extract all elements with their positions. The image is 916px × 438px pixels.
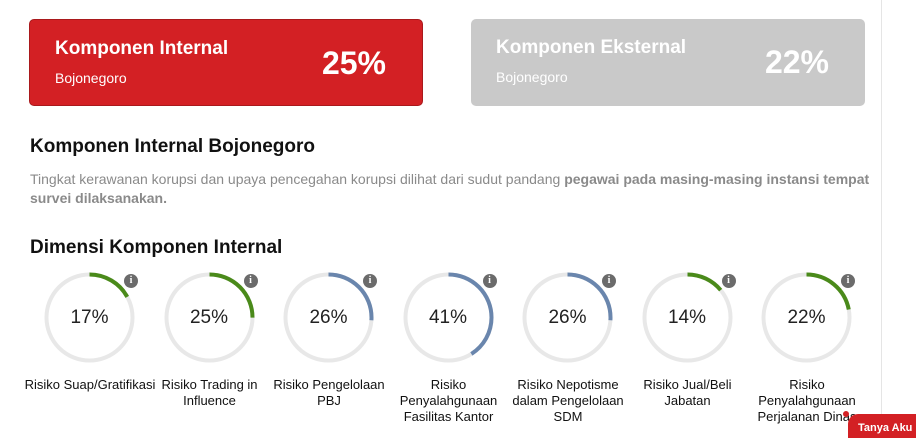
card-komponen-internal[interactable]: Komponen Internal Bojonegoro 25% xyxy=(29,19,423,106)
card-subtitle: Bojonegoro xyxy=(55,70,127,86)
info-icon[interactable]: i xyxy=(243,274,258,288)
card-komponen-eksternal[interactable]: Komponen Eksternal Bojonegoro 22% xyxy=(471,19,865,106)
gauge-ring xyxy=(522,272,613,363)
chat-button[interactable]: Tanya Aku xyxy=(848,414,916,438)
gauge-label: Risiko Pengelolaan PBJ xyxy=(273,377,385,408)
gauge-label: Risiko Jual/Beli Jabatan xyxy=(643,377,732,408)
chat-notification-dot xyxy=(843,411,849,417)
section-description: Tingkat kerawanan korupsi dan upaya penc… xyxy=(30,170,870,208)
card-subtitle: Bojonegoro xyxy=(496,69,568,85)
card-title: Komponen Internal xyxy=(55,38,229,59)
gauge-label: Risiko Trading in Influence xyxy=(161,377,258,408)
gauge-ring xyxy=(403,272,493,363)
card-title: Komponen Eksternal xyxy=(496,37,687,58)
section-title: Komponen Internal Bojonegoro xyxy=(30,136,315,157)
gauge-progress-arc xyxy=(761,272,852,363)
gauge-value: 26% xyxy=(309,307,348,328)
page-right-border xyxy=(881,0,882,434)
info-icon[interactable]: i xyxy=(841,274,855,288)
gauge-ring xyxy=(283,272,374,363)
gauge-value: 26% xyxy=(548,307,587,328)
dimensions-title: Dimensi Komponen Internal xyxy=(30,237,283,258)
gauge-progress-arc xyxy=(522,272,613,363)
gauge-progress-arc xyxy=(403,272,493,363)
gauge-value: 22% xyxy=(787,307,826,328)
gauge-ring xyxy=(164,272,254,363)
gauge-value: 14% xyxy=(667,307,707,328)
gauge-ring xyxy=(642,272,732,363)
gauge-ring xyxy=(761,272,852,363)
gauge-label: Risiko Penyalahgunaan Perjalanan Dinas xyxy=(757,377,857,424)
gauge-value: 25% xyxy=(189,307,229,328)
gauge-progress-arc xyxy=(642,272,732,363)
info-icon[interactable]: i xyxy=(482,274,497,288)
gauge-progress-arc xyxy=(164,272,254,363)
info-icon[interactable]: i xyxy=(721,274,736,288)
gauge-label: Risiko Suap/Gratifikasi xyxy=(24,377,156,392)
info-icon[interactable]: i xyxy=(124,274,138,288)
description-text: Tingkat kerawanan korupsi dan upaya penc… xyxy=(30,171,565,187)
card-percent: 25% xyxy=(321,45,386,81)
card-percent: 22% xyxy=(764,44,829,80)
info-icon[interactable]: i xyxy=(363,274,377,288)
info-icon[interactable]: i xyxy=(602,274,616,288)
gauge-value: 17% xyxy=(70,307,109,328)
gauge-label: Risiko Nepotisme dalam Pengelolaan SDM xyxy=(512,377,624,424)
gauge-progress-arc xyxy=(283,272,374,363)
gauge-label: Risiko Penyalahgunaan Fasilitas Kantor xyxy=(399,377,498,424)
description-emphasis: pegawai pada masing-masing instansi temp… xyxy=(30,171,870,206)
gauge-progress-arc xyxy=(44,272,135,363)
gauge-value: 41% xyxy=(428,307,468,328)
gauge-ring xyxy=(44,272,135,363)
